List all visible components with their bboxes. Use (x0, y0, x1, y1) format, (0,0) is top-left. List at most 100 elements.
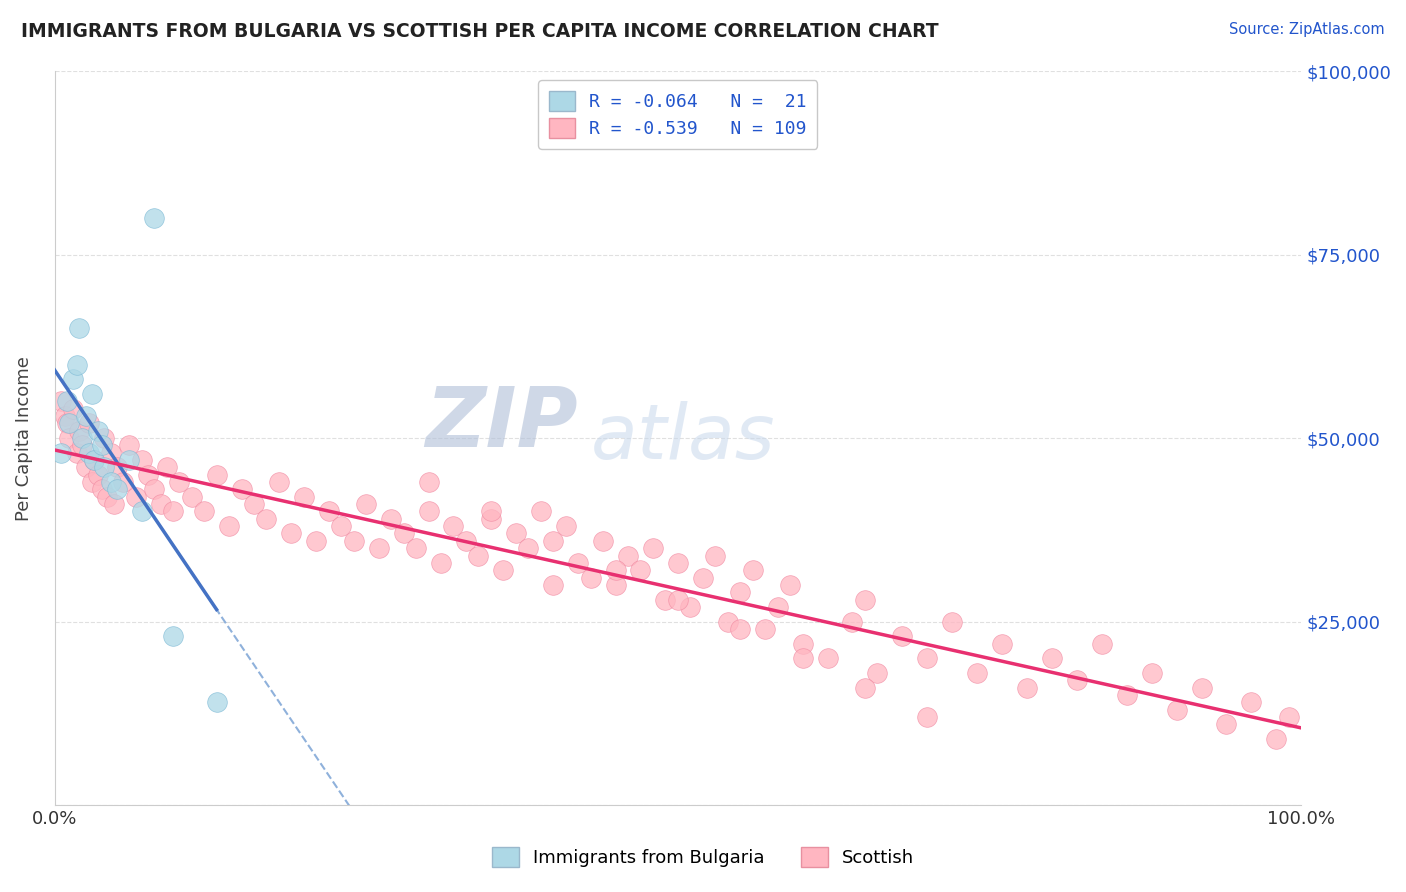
Point (679, 599, 702, 614)
Point (467, 549, 489, 563)
Legend: R = -0.064   N =  21, R = -0.539   N = 109: R = -0.064 N = 21, R = -0.539 N = 109 (538, 80, 817, 149)
Point (118, 453, 141, 467)
Point (941, 615, 963, 629)
Point (717, 615, 740, 629)
Point (517, 541, 540, 556)
Point (93, 431, 115, 445)
Point (617, 549, 640, 563)
Point (392, 526, 415, 541)
Point (205, 467, 228, 482)
Point (841, 615, 863, 629)
Point (105, 483, 128, 497)
Point (149, 497, 172, 511)
Point (354, 497, 377, 511)
Point (605, 578, 627, 592)
Point (754, 622, 776, 636)
Point (136, 467, 159, 482)
Point (853, 681, 876, 695)
Point (87, 424, 110, 438)
Point (479, 512, 502, 526)
Point (66, 446, 89, 460)
Point (1015, 681, 1038, 695)
Point (641, 541, 664, 556)
Point (741, 563, 763, 577)
Point (479, 504, 502, 518)
Point (75, 460, 97, 475)
Point (53, 409, 76, 423)
Point (1191, 681, 1213, 695)
Legend: Immigrants from Bulgaria, Scottish: Immigrants from Bulgaria, Scottish (485, 839, 921, 874)
Point (79, 446, 101, 460)
Point (530, 504, 553, 518)
Point (343, 533, 366, 548)
Point (605, 563, 627, 577)
Point (267, 475, 290, 489)
Point (66, 358, 89, 372)
Point (666, 592, 689, 607)
Point (256, 512, 278, 526)
Point (70, 438, 93, 452)
Point (49, 446, 72, 460)
Text: ZIP: ZIP (426, 383, 578, 464)
Point (541, 533, 564, 548)
Point (1091, 637, 1114, 651)
Point (766, 599, 789, 614)
Point (105, 460, 128, 475)
Point (915, 710, 938, 724)
Point (1278, 710, 1301, 724)
Point (75, 409, 97, 423)
Point (49, 394, 72, 409)
Point (654, 592, 676, 607)
Point (1066, 673, 1088, 688)
Point (305, 533, 328, 548)
Text: Source: ZipAtlas.com: Source: ZipAtlas.com (1229, 22, 1385, 37)
Point (915, 651, 938, 665)
Point (103, 497, 125, 511)
Point (90, 438, 112, 452)
Point (167, 475, 190, 489)
Point (124, 490, 146, 504)
Point (162, 629, 184, 643)
Point (454, 533, 477, 548)
Point (505, 526, 527, 541)
Point (118, 438, 141, 452)
Point (143, 211, 166, 225)
Point (292, 490, 315, 504)
Text: atlas: atlas (591, 401, 775, 475)
Point (56, 394, 79, 409)
Y-axis label: Per Capita Income: Per Capita Income (15, 356, 32, 521)
Point (704, 549, 727, 563)
Point (792, 637, 814, 651)
Point (193, 504, 215, 518)
Point (93, 460, 115, 475)
Point (69, 424, 91, 438)
Point (156, 460, 179, 475)
Point (83, 453, 105, 467)
Point (630, 563, 652, 577)
Point (1265, 731, 1288, 746)
Point (567, 556, 589, 570)
Point (817, 651, 839, 665)
Point (231, 483, 253, 497)
Point (492, 563, 515, 577)
Point (1240, 695, 1263, 709)
Point (80, 475, 103, 489)
Point (80, 387, 103, 401)
Point (1115, 688, 1137, 702)
Point (1040, 651, 1063, 665)
Point (90, 483, 112, 497)
Point (792, 651, 814, 665)
Point (70, 431, 93, 445)
Point (218, 519, 240, 533)
Point (280, 526, 302, 541)
Point (131, 504, 153, 518)
Point (1166, 703, 1188, 717)
Point (112, 475, 135, 489)
Point (318, 504, 340, 518)
Point (579, 570, 602, 584)
Point (592, 533, 614, 548)
Point (143, 483, 166, 497)
Point (443, 519, 465, 533)
Point (180, 490, 202, 504)
Point (430, 556, 453, 570)
